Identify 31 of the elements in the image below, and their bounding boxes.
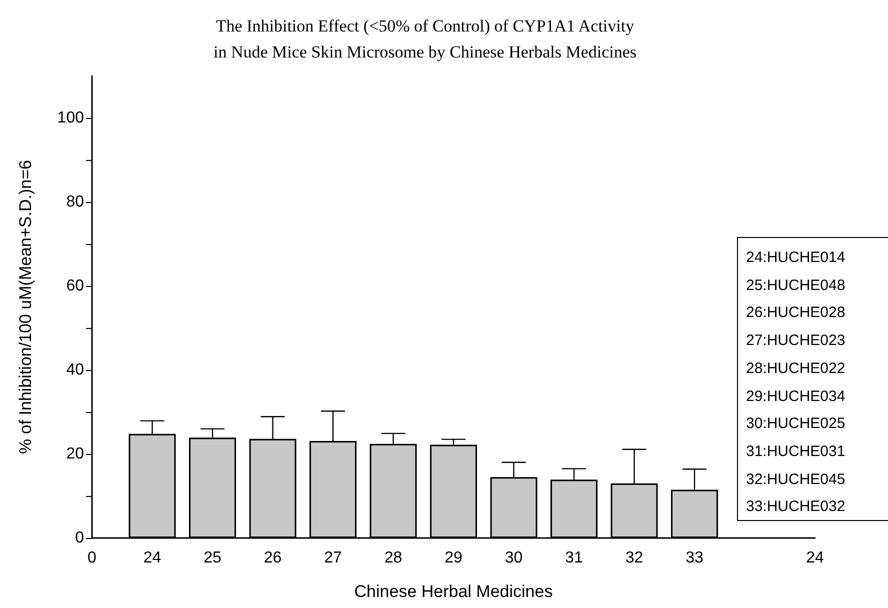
x-tick-label: 27 [324, 550, 342, 566]
y-tick-label: 80 [66, 194, 84, 210]
annotation: 31:HUCHE031 [746, 442, 846, 462]
x-tick-label: 24 [143, 550, 162, 566]
x-tick-label: 32 [625, 550, 644, 566]
annotation: 27:HUCHE023 [746, 331, 846, 352]
x-axis-title: Chinese Herbal Medicines [354, 582, 553, 601]
y-tick-label: 60 [66, 278, 84, 294]
annotation: 32:HUCHE045 [746, 470, 846, 490]
y-tick-label: 0 [75, 530, 84, 546]
x-tick-label: 31 [565, 550, 583, 566]
y-axis-title: % of Inhibition/100 uM(Mean+S.D.)n=6 [16, 160, 35, 454]
y-tick-label: 40 [66, 362, 84, 378]
x-tick-label: 29 [444, 550, 462, 566]
x-tick-label: 30 [504, 550, 523, 566]
chart-title: The Inhibition Effect (<50% of Control) of CYP1A1 Activity in Nude Mice Skin Microsome by Chinese Herbals Medicines [213, 16, 637, 62]
annotation: 24:HUCHE014 [746, 248, 846, 268]
x-tick-label: 33 [686, 550, 704, 566]
annotation: 28:HUCHE022 [746, 358, 846, 379]
x-tick-label: 26 [264, 550, 282, 566]
annotation: 30:HUCHE025 [746, 414, 846, 434]
annotation: 26:HUCHE028 [746, 303, 846, 324]
x-tick-label: 25 [204, 550, 222, 566]
x-tick-label: 24 [806, 550, 824, 566]
annotation: 33:HUCHE032 [746, 497, 846, 518]
y-tick-label: 100 [57, 110, 84, 126]
x-tick-label: 0 [88, 550, 97, 566]
annotation: 29:HUCHE034 [746, 386, 846, 407]
x-tick-label: 28 [384, 550, 402, 566]
y-tick-label: 20 [66, 446, 84, 462]
annotation: 25:HUCHE048 [746, 276, 846, 296]
